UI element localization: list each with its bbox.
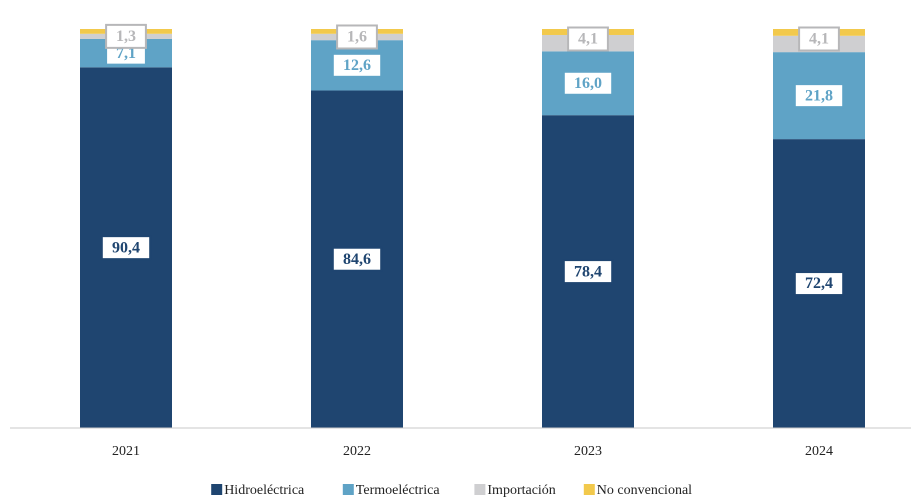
label-2022-hidroelectrica-group: 84,6 — [331, 246, 383, 272]
data-labels-layer: 90,4 7,11,3 84,6 12,6 1,6 78,4 16,0 4,1 72,4 21,8… — [100, 23, 845, 297]
label-2021-hidroelectrica-box — [100, 235, 152, 261]
x-tick-label-2022: 2022 — [343, 444, 371, 459]
label-2024-termoelectrica: 21,8 — [805, 87, 833, 104]
bars-layer — [80, 29, 865, 429]
legend-label-importacion: Importación — [487, 483, 555, 498]
legend-swatch-hidroelectrica — [211, 484, 223, 495]
x-tick-labels: 2021 2022 2023 2024 — [112, 444, 833, 459]
label-2023-termoelectrica: 16,0 — [574, 75, 602, 92]
x-tick-label-2021: 2021 — [112, 444, 140, 459]
label-2022-termoelectrica-group: 12,6 — [331, 52, 383, 78]
legend-label-no-convencional: No convencional — [597, 483, 692, 498]
label-2024-importacion-group: 4,1 — [798, 26, 840, 52]
label-2023-hidroelectrica-box — [562, 259, 614, 285]
label-2024-hidroelectrica: 72,4 — [805, 275, 833, 292]
legend-item-importacion: Importación — [474, 483, 556, 498]
label-2021-importacion: 1,3 — [116, 28, 136, 45]
legend-label-termoelectrica: Termoeléctrica — [356, 483, 441, 498]
label-2021-hidroelectrica-group: 90,4 — [100, 235, 152, 261]
legend-item-termoelectrica: Termoeléctrica — [342, 483, 441, 498]
label-2022-hidroelectrica: 84,6 — [343, 251, 371, 268]
label-2021-importacion-box — [105, 23, 147, 49]
label-2024-hidroelectrica-group: 72,4 — [793, 271, 845, 297]
label-2024-hidroelectrica-box — [793, 271, 845, 297]
label-2024-termoelectrica-group: 21,8 — [793, 83, 845, 109]
label-2023-importacion-box — [567, 26, 609, 52]
legend-item-no-convencional: No convencional — [583, 483, 692, 498]
label-2022-importacion-group: 1,6 — [336, 24, 378, 50]
label-2023-termoelectrica-box — [562, 70, 614, 96]
legend-item-hidroelectrica: Hidroeléctrica — [211, 483, 305, 498]
label-2021-termoelectrica: 7,1 — [116, 45, 136, 62]
label-2021-hidroelectrica: 90,4 — [112, 239, 140, 256]
legend-swatch-importacion — [474, 484, 486, 495]
label-2022-importacion-box — [336, 24, 378, 50]
label-2023-hidroelectrica: 78,4 — [574, 263, 602, 280]
legend-swatch-no-convencional — [583, 484, 595, 495]
label-2023-hidroelectrica-group: 78,4 — [562, 259, 614, 285]
legend-label-hidroelectrica: Hidroeléctrica — [224, 483, 305, 498]
label-2024-termoelectrica-box — [793, 83, 845, 109]
label-2023-termoelectrica-group: 16,0 — [562, 70, 614, 96]
label-2022-termoelectrica: 12,6 — [343, 57, 371, 74]
x-tick-label-2023: 2023 — [574, 444, 602, 459]
label-2021-importacion-group: 1,3 — [105, 23, 147, 49]
label-2022-hidroelectrica-box — [331, 246, 383, 272]
legend: Hidroeléctrica Termoeléctrica Importación N… — [211, 483, 692, 498]
x-tick-label-2024: 2024 — [805, 444, 833, 459]
label-2024-importacion-box — [798, 26, 840, 52]
legend-swatch-termoelectrica — [342, 484, 354, 495]
label-2022-termoelectrica-box — [331, 52, 383, 78]
label-2023-importacion-group: 4,1 — [567, 26, 609, 52]
label-2024-importacion: 4,1 — [809, 31, 829, 48]
label-2022-importacion: 1,6 — [347, 29, 367, 46]
label-2023-importacion: 4,1 — [578, 31, 598, 48]
